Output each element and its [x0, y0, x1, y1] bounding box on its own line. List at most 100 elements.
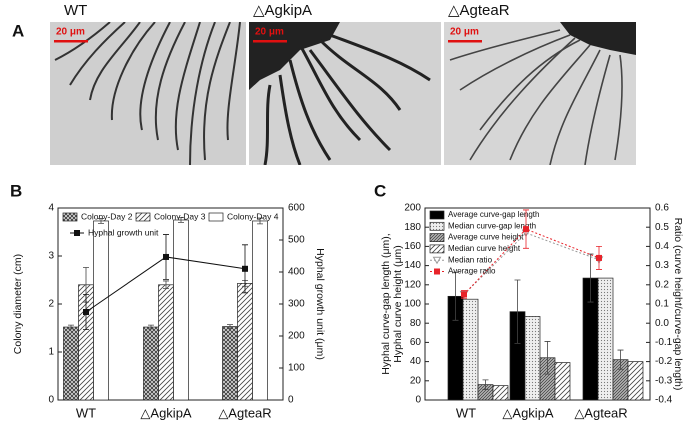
image-label: △AgkipA	[253, 2, 312, 19]
y-tick-label: 0	[48, 395, 54, 406]
y-tick-label: 40	[410, 356, 422, 367]
point	[461, 291, 467, 298]
legend-marker	[434, 268, 440, 275]
point	[83, 309, 89, 315]
legend-swatch	[135, 212, 151, 222]
bar	[524, 316, 541, 401]
y2-tick-label: 500	[288, 235, 305, 246]
error-bar	[98, 218, 104, 224]
legend-swatch	[62, 212, 78, 222]
micrograph	[444, 22, 636, 165]
error-bar	[163, 280, 169, 290]
legend-swatch	[208, 212, 224, 222]
legend-swatch	[429, 244, 445, 254]
image-label: WT	[64, 2, 87, 19]
error-bar	[257, 217, 263, 225]
y2-tick-label: 600	[288, 203, 305, 214]
y2-tick-label: 0.2	[655, 279, 669, 290]
y2-tick-label: 0.3	[655, 260, 669, 271]
y-tick-label: 180	[404, 222, 421, 233]
y-tick-label: 2	[48, 299, 54, 310]
legend-label: Average curve-gap length	[448, 210, 539, 219]
y-tick-label: 1	[48, 347, 54, 358]
bar	[143, 326, 159, 401]
legend-swatch	[429, 221, 445, 231]
error-bar	[482, 379, 489, 390]
panel-label: A	[12, 21, 24, 40]
scale-label: 20 μm	[255, 27, 284, 38]
point	[596, 254, 602, 261]
y-tick-label: 60	[410, 337, 422, 348]
error-bar	[227, 324, 233, 329]
y-tick-label: 20	[410, 375, 422, 386]
x-tick-label: WT	[76, 405, 96, 420]
legend-label: Colony-Day 3	[154, 211, 206, 221]
bar	[462, 298, 479, 401]
y-tick-label: 160	[404, 241, 421, 252]
y-tick-label: 4	[48, 203, 54, 214]
scale-bar	[448, 40, 482, 43]
bar	[93, 220, 109, 401]
legend-label: Median ratio	[448, 255, 493, 264]
bar	[63, 326, 79, 401]
bar	[492, 385, 509, 401]
image-label: △AgteaR	[448, 2, 510, 19]
bar	[627, 361, 644, 401]
y2-tick-label: -0.1	[655, 337, 673, 348]
y-tick-label: 200	[404, 203, 421, 214]
x-tick-label: △AgteaR	[574, 405, 627, 420]
error-bar	[452, 271, 459, 321]
scale-bar	[54, 40, 88, 43]
legend-swatch	[429, 210, 445, 220]
legend-label: Average curve height	[448, 233, 524, 242]
error-bar	[148, 324, 154, 330]
y-tick-label: 0	[415, 395, 421, 406]
bar	[222, 326, 238, 401]
scale-label: 20 μm	[450, 27, 479, 38]
bar	[597, 277, 614, 401]
y-tick-label: 120	[404, 279, 421, 290]
y2-tick-label: 400	[288, 267, 305, 278]
scale-bar	[253, 40, 287, 43]
error-bar	[617, 349, 624, 370]
point	[163, 253, 169, 260]
legend-label: Colony-Day 4	[227, 211, 279, 221]
legend-label: Median curve-gap length	[448, 221, 536, 230]
legend-label: Hyphal growth unit	[88, 227, 159, 237]
error-bar	[68, 324, 74, 330]
point	[242, 265, 248, 272]
y2-tick-label: 0.5	[655, 222, 669, 233]
y2-tick-label: -0.2	[655, 356, 673, 367]
y2-tick-label: 0	[288, 395, 294, 406]
y-tick-label: 100	[404, 299, 421, 310]
micrograph	[249, 22, 441, 165]
y-axis-title: Hyphal curve-gap length (μm),	[380, 233, 392, 374]
y2-tick-label: 0.6	[655, 203, 669, 214]
x-tick-label: △AgteaR	[218, 405, 271, 420]
point	[523, 226, 529, 233]
error-bar	[544, 341, 551, 375]
y2-tick-label: -0.4	[655, 395, 673, 406]
bar	[554, 362, 571, 401]
y-tick-label: 3	[48, 251, 54, 262]
y2-axis-title: Ratio (curve height/curve-gap length)	[672, 218, 684, 391]
y-axis-title: Hyphal curve height (μm)	[392, 245, 404, 363]
y2-axis-title: Hyphal growth unit (μm)	[314, 248, 326, 360]
y2-tick-label: 200	[288, 331, 305, 342]
line	[463, 232, 600, 295]
legend-marker	[74, 230, 80, 236]
y2-tick-label: 0.0	[655, 318, 669, 329]
y-tick-label: 80	[410, 318, 422, 329]
y2-tick-label: 0.1	[655, 299, 669, 310]
y-axis-title: Colony diameter (cm)	[12, 254, 24, 354]
bar	[237, 283, 253, 401]
error-bar	[178, 217, 184, 223]
y-tick-label: 140	[404, 260, 421, 271]
legend-swatch	[429, 233, 445, 242]
y2-tick-label: 0.4	[655, 241, 669, 252]
legend-label: Median curve height	[448, 244, 521, 253]
panel-label: B	[10, 181, 22, 200]
legend-label: Average ratio	[448, 267, 496, 276]
legend-marker	[432, 256, 442, 265]
